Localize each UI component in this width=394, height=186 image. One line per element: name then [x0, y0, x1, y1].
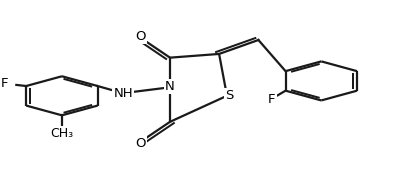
Text: F: F: [1, 77, 8, 90]
Text: NH: NH: [113, 87, 133, 100]
Text: O: O: [135, 137, 146, 150]
Text: CH₃: CH₃: [50, 127, 73, 140]
Text: O: O: [135, 30, 146, 43]
Text: S: S: [225, 89, 233, 102]
Text: N: N: [165, 80, 175, 93]
Text: F: F: [268, 93, 275, 105]
